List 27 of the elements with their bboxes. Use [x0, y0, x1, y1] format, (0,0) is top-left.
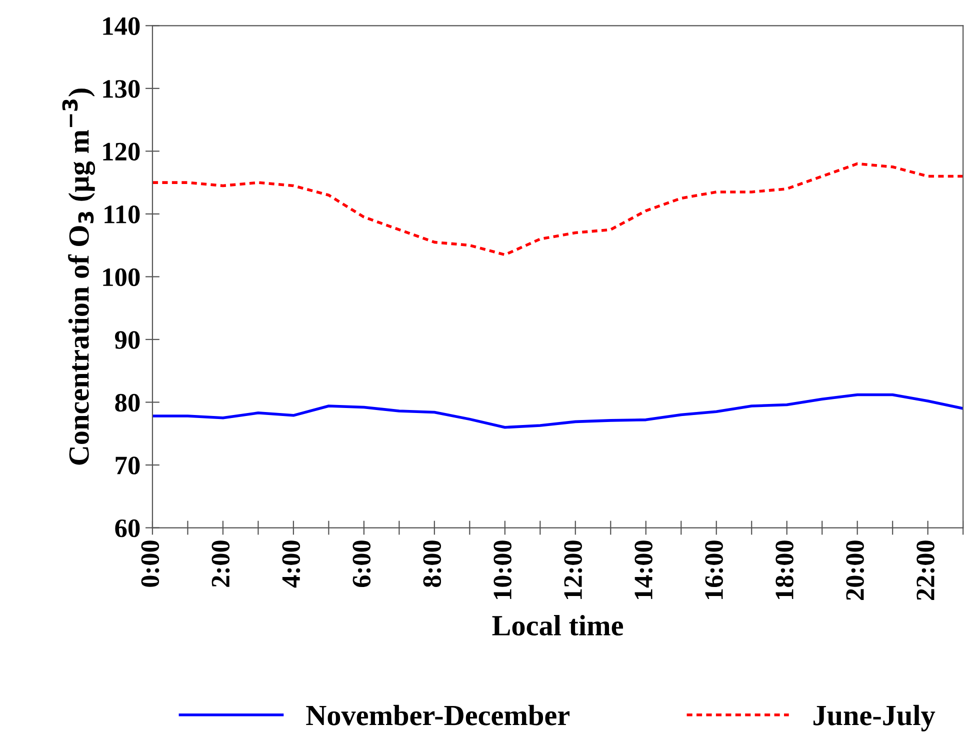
x-tick-label: 22:00 [916, 540, 935, 600]
line-series [152, 393, 964, 429]
y-tick-label: 90 [114, 331, 140, 349]
y-tick-label: 130 [103, 80, 140, 98]
x-tick-label: 2:00 [212, 540, 230, 587]
x-tick-label: 0:00 [141, 540, 160, 587]
y-tick-label: 110 [104, 206, 140, 224]
x-tick-label: 6:00 [352, 540, 371, 588]
legend-label: November-December [306, 704, 570, 726]
x-tick-label: 14:00 [634, 540, 653, 600]
y-tick-label: 70 [116, 456, 140, 474]
y-tick-label: 100 [103, 268, 140, 286]
y-tick-label: 80 [115, 394, 140, 412]
x-tick-label: 18:00 [776, 540, 794, 600]
x-tick-label: 10:00 [494, 540, 512, 600]
y-tick-label: 60 [115, 519, 140, 538]
line-series [152, 162, 964, 256]
x-tick-label: 12:00 [564, 540, 582, 600]
y-tick-label: 140 [103, 17, 140, 36]
x-tick-label: 20:00 [846, 540, 864, 600]
y-axis-title: Concentration of O$_{3}$ (µg m$^{−3}$) [62, 88, 96, 465]
y-tick-label: 120 [103, 142, 140, 161]
x-tick-label: 4:00 [282, 540, 300, 588]
x-axis-title: Local time [492, 615, 624, 636]
x-tick-label: 16:00 [705, 540, 724, 600]
legend-label: June-July [813, 704, 936, 732]
x-tick-label: 8:00 [423, 540, 442, 588]
